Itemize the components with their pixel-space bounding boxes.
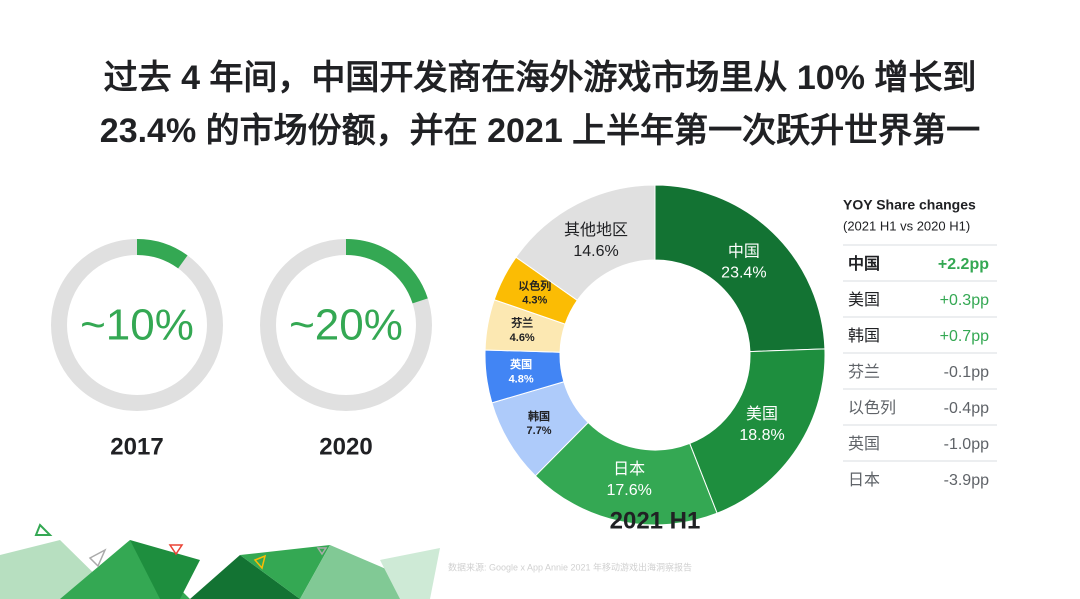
table-cell: +0.3pp bbox=[940, 292, 989, 309]
ring-label: ~10% bbox=[80, 301, 194, 350]
table-cell: -3.9pp bbox=[944, 472, 989, 489]
table-cell: 芬兰 bbox=[848, 363, 880, 381]
slice-category: 其他地区 bbox=[564, 221, 628, 239]
slice-category: 日本 bbox=[613, 460, 645, 478]
table-cell: +2.2pp bbox=[938, 256, 989, 273]
ring-progress bbox=[136, 239, 188, 269]
table-cell: -0.4pp bbox=[944, 400, 989, 417]
slice-value: 4.6% bbox=[510, 332, 535, 344]
decoration bbox=[0, 523, 440, 599]
ring-year: 2020 bbox=[319, 433, 372, 460]
ring-progress bbox=[345, 239, 428, 304]
table-cell: -0.1pp bbox=[944, 364, 989, 381]
title-line: 过去 4 年间，中国开发商在海外游戏市场里从 10% 增长到 bbox=[104, 58, 977, 97]
table-cell: 韩国 bbox=[848, 327, 880, 345]
slice-category: 芬兰 bbox=[510, 316, 533, 330]
slice-value: 14.6% bbox=[573, 243, 618, 260]
slice-value: 17.6% bbox=[606, 482, 651, 499]
table-title: YOY Share changes bbox=[843, 197, 976, 213]
donut-title: 2021 H1 bbox=[610, 507, 701, 534]
ring-label: ~20% bbox=[289, 301, 403, 350]
slice-category: 韩国 bbox=[528, 409, 550, 423]
slice-category: 美国 bbox=[746, 405, 778, 423]
slice-value: 4.3% bbox=[522, 295, 547, 307]
slice-category: 中国 bbox=[728, 243, 760, 261]
slice-value: 7.7% bbox=[527, 425, 552, 437]
slice-value: 18.8% bbox=[739, 427, 784, 444]
table-cell: 日本 bbox=[848, 471, 880, 489]
slice-category: 以色列 bbox=[518, 278, 551, 292]
table-cell: 以色列 bbox=[848, 399, 896, 417]
slice-category: 英国 bbox=[509, 357, 532, 371]
table-cell: 美国 bbox=[848, 291, 880, 309]
table-cell: 中国 bbox=[848, 254, 880, 273]
source-note: 数据来源: Google x App Annie 2021 年移动游戏出海洞察报… bbox=[448, 561, 692, 572]
donut-slice bbox=[689, 348, 826, 514]
donut-slice bbox=[534, 421, 718, 526]
slice-value: 23.4% bbox=[721, 264, 766, 281]
donut-slice bbox=[515, 184, 656, 302]
table-cell: +0.7pp bbox=[940, 328, 989, 345]
donut-slice bbox=[654, 184, 826, 353]
table-cell: 英国 bbox=[848, 435, 880, 453]
title-line: 23.4% 的市场份额，并在 2021 上半年第一次跃升世界第一 bbox=[100, 111, 980, 150]
table-subtitle: (2021 H1 vs 2020 H1) bbox=[843, 218, 970, 233]
ring-year: 2017 bbox=[110, 433, 163, 460]
table-cell: -1.0pp bbox=[944, 436, 989, 453]
slice-value: 4.8% bbox=[509, 373, 534, 385]
